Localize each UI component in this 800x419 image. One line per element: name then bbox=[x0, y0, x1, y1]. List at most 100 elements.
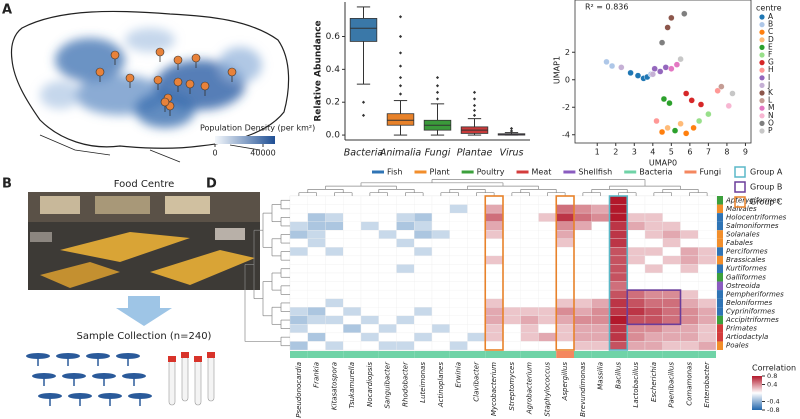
cell bbox=[396, 332, 415, 342]
outlier bbox=[398, 84, 403, 88]
cell bbox=[502, 315, 521, 325]
cell bbox=[289, 315, 308, 325]
point bbox=[673, 61, 681, 68]
column-label: Enterobacter bbox=[703, 361, 711, 408]
cell bbox=[307, 221, 326, 231]
outlier bbox=[398, 51, 403, 55]
y-tick-label: 0.2 bbox=[326, 98, 340, 108]
column-label: Luteimonas bbox=[419, 362, 427, 403]
colorbar-tick-label: -0.8 bbox=[767, 406, 780, 414]
cell bbox=[698, 247, 717, 257]
legend-swatch bbox=[759, 128, 765, 134]
column-group bbox=[485, 351, 503, 358]
cell bbox=[698, 255, 717, 265]
column-group bbox=[432, 351, 450, 358]
cell bbox=[449, 204, 468, 214]
cell bbox=[644, 238, 663, 248]
legend-swatch bbox=[759, 98, 765, 104]
cell bbox=[414, 195, 433, 205]
cell bbox=[538, 230, 557, 239]
cell bbox=[556, 204, 575, 214]
y-tick-label: -2 bbox=[562, 103, 570, 112]
point bbox=[695, 117, 703, 125]
x-tick-label: 3 bbox=[632, 148, 637, 157]
column-label: Brevundimonas bbox=[579, 362, 587, 417]
cell bbox=[573, 315, 592, 325]
sample-icons bbox=[26, 352, 215, 406]
cell bbox=[556, 289, 575, 299]
cell bbox=[556, 315, 575, 325]
cell bbox=[627, 204, 646, 214]
cell bbox=[325, 195, 344, 205]
cell bbox=[520, 289, 539, 299]
point bbox=[714, 87, 721, 94]
cell bbox=[467, 221, 486, 231]
cell bbox=[520, 298, 539, 308]
legend-label: G bbox=[768, 58, 774, 67]
cell bbox=[307, 195, 326, 205]
cell bbox=[627, 289, 646, 299]
cell bbox=[378, 247, 397, 257]
column-label: Agrobacterium bbox=[526, 362, 534, 415]
cell bbox=[662, 247, 681, 257]
point bbox=[682, 90, 690, 97]
cell bbox=[609, 289, 628, 299]
cell bbox=[538, 272, 557, 282]
cell bbox=[378, 341, 397, 351]
colorbar-tick-label: 0.4 bbox=[767, 381, 777, 389]
cell bbox=[307, 247, 326, 257]
column-label: Bacillus bbox=[614, 362, 622, 389]
cell bbox=[343, 195, 362, 205]
column-group bbox=[520, 351, 539, 358]
cell bbox=[467, 212, 486, 222]
legend-label: Fish bbox=[387, 168, 402, 177]
point bbox=[677, 120, 684, 127]
cell bbox=[520, 324, 539, 334]
cell bbox=[325, 298, 344, 308]
cell bbox=[325, 315, 344, 325]
cell bbox=[485, 298, 504, 308]
cell bbox=[609, 212, 628, 222]
cell bbox=[343, 204, 362, 214]
column-group bbox=[325, 351, 344, 358]
row-label: Primates bbox=[726, 325, 757, 333]
legend-swatch bbox=[759, 37, 765, 43]
cell bbox=[378, 281, 397, 291]
cell bbox=[680, 289, 699, 299]
cell bbox=[680, 332, 699, 342]
cell bbox=[485, 264, 504, 274]
cell bbox=[378, 204, 397, 214]
cell bbox=[485, 212, 504, 222]
cell bbox=[414, 230, 433, 239]
column-group bbox=[396, 351, 415, 358]
cell bbox=[378, 315, 397, 325]
pin bbox=[191, 53, 201, 63]
cell bbox=[662, 238, 681, 248]
cell bbox=[396, 264, 415, 274]
cell bbox=[396, 255, 415, 265]
cell bbox=[414, 298, 433, 308]
cell bbox=[573, 272, 592, 282]
cell bbox=[378, 264, 397, 274]
cell bbox=[520, 332, 539, 342]
cell bbox=[662, 298, 681, 308]
cell bbox=[502, 195, 521, 205]
cell bbox=[360, 272, 379, 282]
cell bbox=[556, 332, 575, 342]
cell bbox=[449, 315, 468, 325]
cell bbox=[502, 272, 521, 282]
cell bbox=[343, 307, 362, 316]
row-group bbox=[717, 307, 723, 316]
cell bbox=[591, 272, 610, 282]
colorbar-tick-label: -0.4 bbox=[767, 398, 780, 406]
photo bbox=[28, 192, 260, 290]
column-group bbox=[361, 351, 379, 358]
cell bbox=[538, 255, 557, 265]
cell bbox=[502, 264, 521, 274]
cell bbox=[431, 264, 450, 274]
legend-label: L bbox=[768, 96, 773, 105]
cell bbox=[538, 212, 557, 222]
cell bbox=[307, 281, 326, 291]
cell bbox=[414, 255, 433, 265]
row-label: Fabales bbox=[726, 239, 753, 247]
